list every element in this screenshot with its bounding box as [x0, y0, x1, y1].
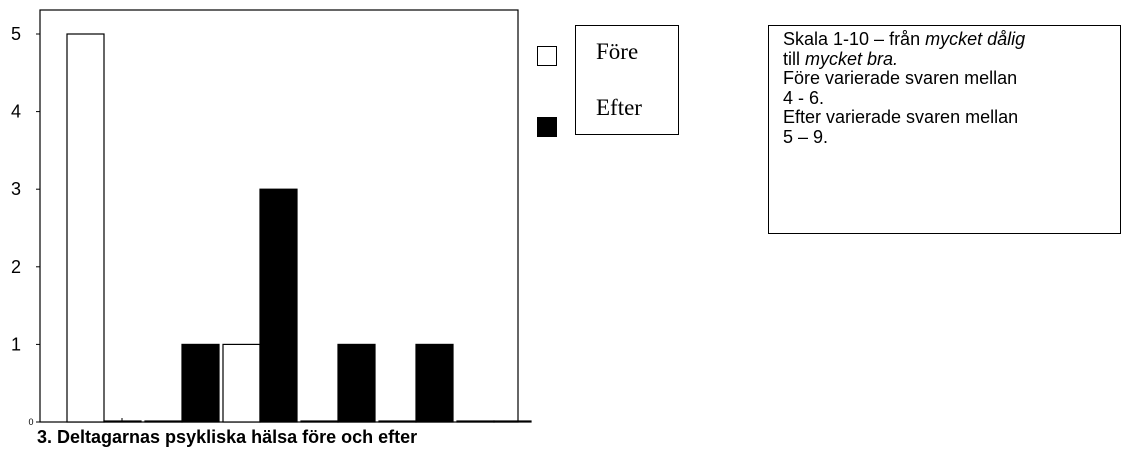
bar-fre-5	[144, 420, 183, 423]
note-line: Skala 1-10 – från mycket dålig	[783, 29, 1026, 49]
bar-fre-4	[66, 33, 105, 423]
bar-efter-8	[415, 343, 454, 423]
legend-label-efter: Efter	[596, 95, 642, 120]
note-line: 5 – 9.	[783, 126, 829, 147]
note-line: Efter varierade svaren mellan	[783, 107, 1019, 127]
legend: Före Efter	[575, 25, 679, 135]
y-tick-label: 0	[28, 417, 33, 427]
bar-fre-6	[222, 343, 261, 423]
bar-fre-7	[300, 420, 339, 423]
y-tick-label: 2	[11, 257, 21, 277]
y-axis: 0 1 2 3 4 5	[11, 24, 40, 427]
bar-efter-5	[181, 343, 220, 423]
bar-fre-8	[378, 420, 417, 423]
note-line: till mycket bra.	[783, 48, 899, 69]
y-tick-label: 1	[11, 334, 21, 354]
note-line: Före varierade svaren mellan	[783, 68, 1018, 88]
bar-efter-9	[493, 420, 532, 423]
legend-swatch-fore	[537, 46, 557, 66]
bar-efter-4	[103, 420, 142, 423]
bars	[66, 33, 532, 423]
legend-swatch-efter	[537, 117, 557, 137]
y-tick-label: 4	[11, 102, 21, 122]
note-box: Skala 1-10 – från mycket dålig till myck…	[768, 25, 1121, 234]
bar-fre-9	[456, 420, 495, 423]
legend-label-fore: Före	[596, 39, 639, 64]
y-tick-label: 5	[11, 24, 21, 44]
chart-title: 3. Deltagarnas psykliska hälsa före och …	[37, 427, 418, 447]
bar-efter-7	[337, 343, 376, 423]
y-tick-label: 3	[11, 179, 21, 199]
bar-efter-6	[259, 188, 298, 423]
note-line: 4 - 6.	[783, 87, 825, 108]
